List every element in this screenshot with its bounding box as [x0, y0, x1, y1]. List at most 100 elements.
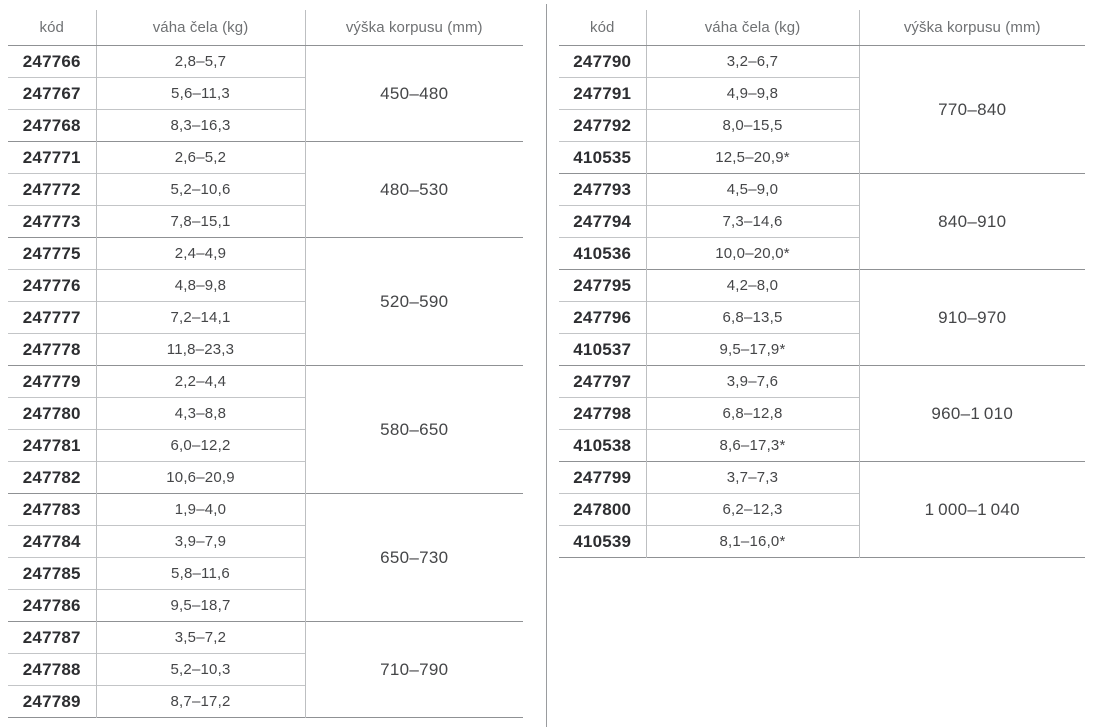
code-cell: 247766 — [8, 45, 97, 78]
weight-cell: 7,3–14,6 — [646, 205, 860, 238]
weight-cell: 7,2–14,1 — [96, 301, 306, 334]
table-row: 247775 2,4–4,9 520–590 — [8, 237, 523, 366]
weight-cell: 2,2–4,4 — [96, 365, 306, 398]
code-cell: 247783 — [8, 493, 97, 526]
table-row: 247781 6,0–12,2 — [8, 429, 523, 462]
weight-cell: 3,7–7,3 — [646, 461, 860, 494]
table-row: 247785 5,8–11,6 — [8, 557, 523, 590]
column-divider — [546, 4, 547, 727]
weight-cell: 1,9–4,0 — [96, 493, 306, 526]
table-row: 247773 7,8–15,1 — [8, 205, 523, 238]
weight-cell: 3,5–7,2 — [96, 621, 306, 654]
table-row: 247787 3,5–7,2 710–790 — [8, 621, 523, 718]
weight-cell: 12,5–20,9* — [646, 141, 860, 174]
code-cell: 247778 — [8, 333, 97, 366]
code-cell: 247789 — [8, 685, 97, 718]
code-cell: 247767 — [8, 77, 97, 110]
weight-cell: 4,5–9,0 — [646, 173, 860, 206]
height-range-cell: 480–530 — [305, 141, 523, 238]
code-cell: 247779 — [8, 365, 97, 398]
weight-cell: 3,2–6,7 — [646, 45, 860, 78]
table-row: 410536 10,0–20,0* — [559, 237, 1085, 270]
table-row: 247799 3,7–7,3 1 000–1 040 — [559, 461, 1085, 558]
height-range-cell: 1 000–1 040 — [859, 461, 1085, 558]
weight-cell: 2,4–4,9 — [96, 237, 306, 270]
weight-cell: 8,6–17,3* — [646, 429, 860, 462]
height-range-cell: 840–910 — [859, 173, 1085, 270]
code-cell: 247795 — [559, 269, 647, 302]
weight-cell: 8,1–16,0* — [646, 525, 860, 558]
table-row: 410539 8,1–16,0* — [559, 525, 1085, 558]
code-cell: 247790 — [559, 45, 647, 78]
weight-cell: 3,9–7,9 — [96, 525, 306, 558]
table-row: 247796 6,8–13,5 — [559, 301, 1085, 334]
code-cell: 247787 — [8, 621, 97, 654]
code-cell: 247792 — [559, 109, 647, 142]
code-cell: 247781 — [8, 429, 97, 462]
weight-cell: 5,6–11,3 — [96, 77, 306, 110]
table-row: 247780 4,3–8,8 — [8, 397, 523, 430]
column-header-weight: váha čela (kg) — [646, 10, 860, 46]
weight-cell: 11,8–23,3 — [96, 333, 306, 366]
code-cell: 247773 — [8, 205, 97, 238]
table-row: 247797 3,9–7,6 960–1 010 — [559, 365, 1085, 462]
code-cell: 410536 — [559, 237, 647, 270]
table-row: 247776 4,8–9,8 — [8, 269, 523, 302]
table-row: 247792 8,0–15,5 — [559, 109, 1085, 142]
weight-cell: 8,3–16,3 — [96, 109, 306, 142]
weight-cell: 4,8–9,8 — [96, 269, 306, 302]
table-row: 410537 9,5–17,9* — [559, 333, 1085, 366]
table-row: 247793 4,5–9,0 840–910 — [559, 173, 1085, 270]
table-row: 247789 8,7–17,2 — [8, 685, 523, 718]
weight-cell: 8,7–17,2 — [96, 685, 306, 718]
header-row: kód váha čela (kg) výška korpusu (mm) — [559, 10, 1085, 46]
weight-cell: 7,8–15,1 — [96, 205, 306, 238]
weight-cell: 10,0–20,0* — [646, 237, 860, 270]
code-cell: 247772 — [8, 173, 97, 206]
code-cell: 247788 — [8, 653, 97, 686]
code-cell: 247784 — [8, 525, 97, 558]
table-row: 247786 9,5–18,7 — [8, 589, 523, 622]
weight-cell: 5,2–10,6 — [96, 173, 306, 206]
code-cell: 247785 — [8, 557, 97, 590]
table-row: 247788 5,2–10,3 — [8, 653, 523, 686]
table-row: 247791 4,9–9,8 — [559, 77, 1085, 110]
column-header-code: kód — [559, 10, 647, 46]
table-row: 247778 11,8–23,3 — [8, 333, 523, 366]
code-cell: 410539 — [559, 525, 647, 558]
weight-cell: 4,2–8,0 — [646, 269, 860, 302]
table-row: 247794 7,3–14,6 — [559, 205, 1085, 238]
code-cell: 247796 — [559, 301, 647, 334]
height-range-cell: 770–840 — [938, 99, 1007, 119]
code-cell: 247777 — [8, 301, 97, 334]
table-row: 247766 2,8–5,7 450–480 — [8, 45, 523, 103]
code-cell: 247768 — [8, 109, 97, 142]
code-cell: 247799 — [559, 461, 647, 494]
weight-cell: 6,8–13,5 — [646, 301, 860, 334]
table-row: 247777 7,2–14,1 — [8, 301, 523, 334]
height-range-cell: 710–790 — [305, 621, 523, 718]
table-row: 247779 2,2–4,4 580–650 — [8, 365, 523, 494]
height-range-cell: 960–1 010 — [859, 365, 1085, 462]
weight-cell: 4,9–9,8 — [646, 77, 860, 110]
table-row: 247771 2,6–5,2 480–530 — [8, 141, 523, 238]
column-header-height: výška korpusu (mm) — [305, 10, 523, 46]
code-cell: 247780 — [8, 397, 97, 430]
table-row: 247783 1,9–4,0 650–730 — [8, 493, 523, 622]
code-cell: 247791 — [559, 77, 647, 110]
code-cell: 247776 — [8, 269, 97, 302]
table-row: 247784 3,9–7,9 — [8, 525, 523, 558]
code-cell: 247771 — [8, 141, 97, 174]
weight-cell: 10,6–20,9 — [96, 461, 306, 494]
weight-cell: 5,8–11,6 — [96, 557, 306, 590]
code-cell: 247797 — [559, 365, 647, 398]
code-cell: 410538 — [559, 429, 647, 462]
weight-cell: 6,0–12,2 — [96, 429, 306, 462]
weight-cell: 8,0–15,5 — [646, 109, 860, 142]
height-range-cell: 650–730 — [305, 493, 523, 622]
weight-cell: 4,3–8,8 — [96, 397, 306, 430]
code-cell: 247782 — [8, 461, 97, 494]
table-row: 247795 4,2–8,0 910–970 — [559, 269, 1085, 366]
weight-cell: 6,2–12,3 — [646, 493, 860, 526]
